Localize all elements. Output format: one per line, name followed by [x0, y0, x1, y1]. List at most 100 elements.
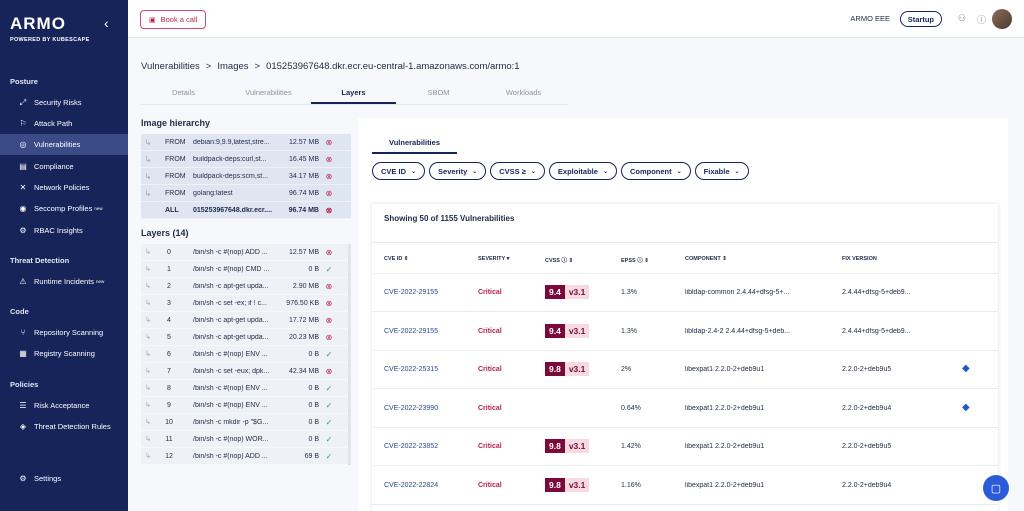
layer-index: 10	[165, 418, 173, 426]
clean-status-icon: ✓	[325, 417, 333, 427]
armo-logo[interactable]: ARMO	[10, 14, 66, 33]
sidebar-item-security-risks[interactable]: ⤢ Security Risks	[19, 97, 82, 108]
vulnerabilities-icon: ◎	[19, 140, 27, 149]
layer-command: /bin/sh -c set -ex; if ! c...	[193, 299, 267, 307]
sidebar-item-vulnerabilities[interactable]: ◎ Vulnerabilities	[0, 134, 128, 155]
layer-row[interactable]: ↳ 11/bin/sh -c #(nop) WOR... 0 B ✓	[141, 431, 348, 448]
sidebar-item-network-policies[interactable]: ✕ Network Policies	[19, 183, 90, 192]
tab-vulnerabilities[interactable]: Vulnerabilities	[245, 88, 292, 97]
filter-3[interactable]: Exploitable ⌄	[548, 162, 617, 180]
collapse-sidebar-icon[interactable]: ‹	[104, 15, 109, 31]
layer-row[interactable]: ↳ 10/bin/sh -c mkdir -p "$G... 0 B ✓	[141, 414, 348, 431]
filter-1[interactable]: Severity ⌄	[429, 162, 487, 180]
col-severity[interactable]: SEVERITY ▾	[478, 256, 510, 262]
col-fix-version[interactable]: FIX VERSION	[842, 256, 877, 262]
hierarchy-row[interactable]: ↳ FROM buildpack-deps:scm,st... 34.17 MB ⊗	[141, 168, 351, 185]
sidebar-item-seccomp-profiles[interactable]: ◉ Seccomp Profiles new	[19, 204, 103, 213]
exploit-icon[interactable]: ◆	[962, 363, 970, 374]
layer-size: 0 B	[308, 435, 319, 443]
chevron-down-icon: ⌄	[602, 168, 608, 175]
layer-row[interactable]: ↳ 12/bin/sh -c #(nop) ADD ... 69 B ✓	[141, 448, 348, 465]
tab-details[interactable]: Details	[172, 88, 195, 97]
table-row[interactable]: CVE-2022-25315 Critical 9.8 v3.1 2% libexpat1…	[372, 351, 998, 389]
seccomp-icon: ◉	[19, 204, 27, 213]
cve-link[interactable]: CVE-2022-29155	[384, 289, 439, 296]
hierarchy-row[interactable]: ↳ FROM buildpack-deps:curl,st... 16.45 MB ⊗	[141, 151, 351, 168]
sidebar-item-settings[interactable]: ⚙ Settings	[19, 474, 62, 483]
sidebar-item-threat-detection-rules[interactable]: ◈ Threat Detection Rules	[19, 422, 111, 431]
hierarchy-row[interactable]: ↳ FROM debian:9,9.9,latest,stre... 12.57 MB…	[141, 134, 351, 151]
avatar[interactable]	[992, 9, 1012, 29]
layer-row[interactable]: ↳ 3/bin/sh -c set -ex; if ! c... 976.50 KB…	[141, 295, 348, 312]
plan-badge[interactable]: Startup	[899, 11, 942, 27]
layer-row[interactable]: ↳ 2/bin/sh -c apt-get upda... 2.90 MB ⊗	[141, 278, 348, 295]
cve-link[interactable]: CVE-2022-23852	[384, 443, 439, 450]
breadcrumb-vulnerabilities[interactable]: Vulnerabilities	[141, 61, 200, 72]
hierarchy-size: 96.74 MB	[288, 206, 319, 214]
cve-link[interactable]: CVE-2022-22824	[384, 481, 439, 489]
table-row[interactable]: CVE-2022-23852 Critical 9.8 v3.1 1.42% libexp…	[372, 428, 998, 466]
hierarchy-row[interactable]: ↳ FROM golang:latest 96.74 MB ⊗	[141, 185, 351, 202]
filter-bar: CVE ID ⌄ Severity ⌄ CVSS ≥ ⌄ Exploitable ⌄ Compo…	[372, 162, 753, 180]
layer-row[interactable]: ↳ 5/bin/sh -c apt-get upda... 20.23 MB ⊗	[141, 329, 348, 346]
hierarchy-image-name: debian:9,9.9,latest,stre...	[193, 138, 270, 146]
cve-link[interactable]: CVE-2022-25315	[384, 366, 439, 373]
sidebar-item-risk-acceptance[interactable]: ☰ Risk Acceptance	[19, 401, 90, 410]
sidebar-item-runtime-incidents[interactable]: ⚠ Runtime Incidents new	[19, 277, 105, 286]
breadcrumb-images[interactable]: Images	[217, 61, 249, 72]
layer-row[interactable]: ↳ 0/bin/sh -c #(nop) ADD ... 12.57 MB ⊗	[141, 244, 348, 261]
filter-2[interactable]: CVSS ≥ ⌄	[490, 162, 545, 180]
exploit-icon[interactable]: ◆	[962, 401, 970, 413]
layer-command: /bin/sh -c #(nop) ADD ...	[193, 452, 268, 460]
layer-row[interactable]: ↳ 9/bin/sh -c #(nop) ENV ... 0 B ✓	[141, 397, 348, 414]
col-cve-id[interactable]: CVE ID ⇕	[384, 256, 409, 262]
table-row[interactable]: CVE-2022-23990 Critical 0.64% libexpat1 2.2…	[372, 390, 998, 428]
tab-sbom[interactable]: SBOM	[427, 88, 450, 97]
help-icon[interactable]: ⓘ	[976, 15, 986, 25]
branch-icon: ↳	[144, 154, 152, 164]
layers-list[interactable]: ↳ 0/bin/sh -c #(nop) ADD ... 12.57 MB ⊗ ↳ 1/b…	[141, 244, 351, 465]
layer-command: /bin/sh -c #(nop) CMD ...	[193, 265, 270, 273]
hierarchy-row[interactable]: ALL 015253967648.dkr.ecr.... 96.74 MB ⊗	[141, 202, 351, 219]
table-row[interactable]: CVE-2022-22824 Critical 9.8 v3.1 1.16% libexp…	[372, 467, 998, 505]
tab-layers[interactable]: Layers	[311, 83, 396, 104]
layer-row[interactable]: ↳ 1/bin/sh -c #(nop) CMD ... 0 B ✓	[141, 261, 348, 278]
tab-workloads[interactable]: Workloads	[505, 88, 542, 97]
book-call-button[interactable]: ▣ Book a call	[140, 10, 207, 29]
sidebar-item-attack-path[interactable]: ⚐ Attack Path	[19, 119, 73, 128]
cve-link[interactable]: CVE-2022-23990	[384, 404, 439, 412]
cve-link[interactable]: CVE-2022-29155	[384, 327, 439, 335]
tab-layer-vulnerabilities[interactable]: Vulnerabilities	[372, 132, 457, 154]
filter-0[interactable]: CVE ID ⌄	[372, 162, 426, 180]
col-epss[interactable]: EPSS ⓘ ⇕	[621, 258, 649, 264]
branch-icon: ↳	[145, 453, 151, 460]
col-component[interactable]: COMPONENT ⇕	[685, 256, 727, 262]
chat-support-button[interactable]: ▢	[983, 475, 1009, 501]
table-row[interactable]: CVE-2022-29155 Critical 9.4 v3.1 1.3% libldap…	[372, 274, 998, 312]
sidebar-item-repository-scanning[interactable]: ⑂ Repository Scanning	[0, 322, 128, 343]
sidebar-item-compliance[interactable]: ▤ Compliance	[19, 162, 74, 171]
layer-row[interactable]: ↳ 4/bin/sh -c apt-get upda... 17.72 MB ⊗	[141, 312, 348, 329]
col-cvss[interactable]: CVSS ⓘ ⇕	[545, 258, 574, 264]
top-bar: ▣ Book a call ARMO EEE Startup ⚇ ⓘ	[128, 0, 1024, 38]
rbac-icon: ⚙	[19, 226, 27, 235]
layer-size: 69 B	[304, 452, 319, 460]
layer-index: 12	[165, 452, 173, 460]
branch-icon: ↳	[145, 266, 151, 273]
layer-row[interactable]: ↳ 7/bin/sh -c set -eux; dpk... 42.34 MB ⊗	[141, 363, 348, 380]
filter-5[interactable]: Fixable ⌄	[694, 162, 749, 180]
cvss-badge: 9.8 v3.1	[545, 439, 590, 453]
chevron-down-icon: ⌄	[734, 168, 740, 175]
cvss-score: 9.8	[545, 439, 565, 453]
table-row[interactable]: CVE-2022-29155 Critical 9.4 v3.1 1.3% libldap…	[372, 313, 998, 351]
layer-row[interactable]: ↳ 8/bin/sh -c #(nop) ENV ... 0 B ✓	[141, 380, 348, 397]
branch-icon: ↳	[145, 249, 151, 256]
organization-selector[interactable]: ARMO EEE	[850, 14, 890, 23]
users-icon[interactable]: ⚇	[957, 13, 966, 23]
layer-size: 2.90 MB	[292, 282, 319, 290]
sidebar-item-registry-scanning[interactable]: ▦ Registry Scanning	[19, 349, 95, 358]
layer-row[interactable]: ↳ 6/bin/sh -c #(nop) ENV ... 0 B ✓	[141, 346, 348, 363]
sidebar-item-rbac-insights[interactable]: ⚙ RBAC Insights	[19, 226, 83, 235]
chat-icon: ▢	[990, 482, 1002, 495]
filter-4[interactable]: Component ⌄	[620, 162, 691, 180]
